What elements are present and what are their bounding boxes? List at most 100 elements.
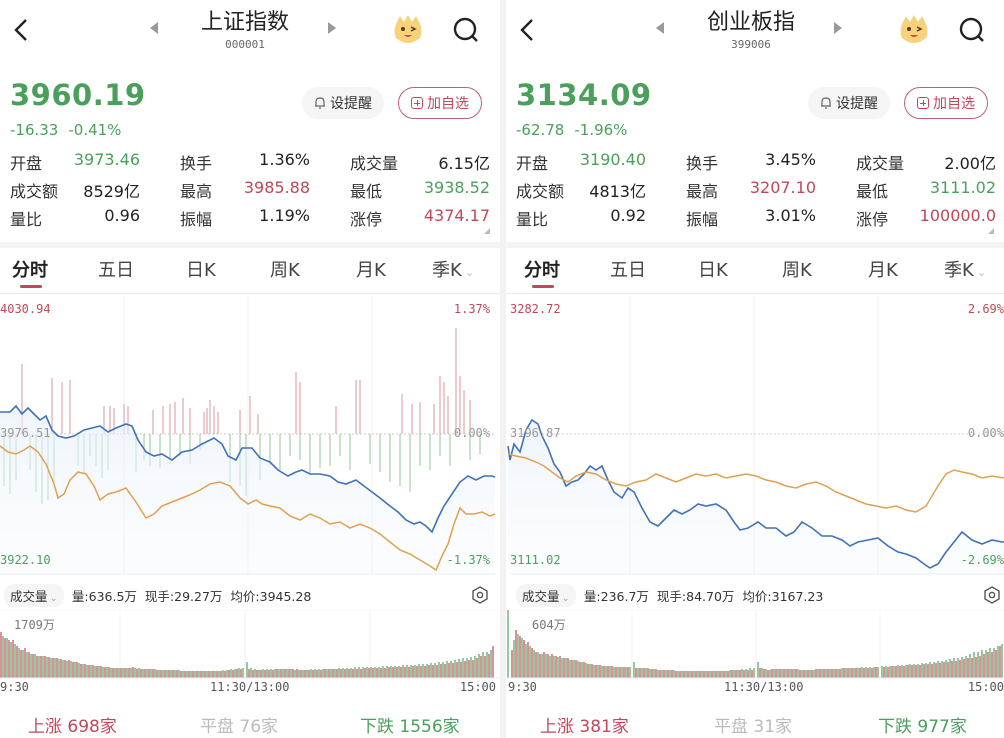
stat-volume: 6.15亿 xyxy=(438,154,490,173)
stat-label-amount: 成交额 xyxy=(10,182,59,201)
plus-box-icon xyxy=(411,97,423,109)
settings-gear-icon[interactable] xyxy=(470,585,490,605)
chart-top-price: 3282.72 xyxy=(510,302,561,316)
stat-open: 3973.46 xyxy=(73,150,140,169)
mascot-avatar-icon[interactable] xyxy=(392,14,424,44)
tab-weekly-k[interactable]: 周K xyxy=(270,260,300,281)
intraday-chart[interactable]: 3282.72 2.69% 3196.87 0.00% 3111.02 -2.6… xyxy=(506,296,1004,578)
period-tabs: 分时 五日 日K 周K 月K 季K ⌄ xyxy=(506,256,1004,292)
chart-bottom-pct: -2.69% xyxy=(960,553,1004,567)
intraday-chart-svg xyxy=(507,296,1004,575)
intraday-chart[interactable]: 4030.94 1.37% 3976.51 0.00% 3922.10 -1.3… xyxy=(0,296,500,578)
stat-amplitude: 1.19% xyxy=(259,206,310,225)
decliners: 下跌 977家 xyxy=(878,717,967,737)
back-chevron-icon xyxy=(14,19,27,41)
back-button[interactable] xyxy=(10,16,34,44)
expand-corner-icon[interactable] xyxy=(484,228,490,234)
tab-daily-k[interactable]: 日K xyxy=(698,260,728,281)
index-title: 上证指数 xyxy=(200,10,289,35)
volume-toolbar: 成交量 ⌄ 量:236.7万 现手:84.70万 均价:3167.23 xyxy=(506,582,1004,608)
chevron-down-icon: ⌄ xyxy=(464,266,475,279)
time-end: 15:00 xyxy=(967,680,1004,694)
section-separator xyxy=(506,242,1004,248)
set-alert-button[interactable]: 设提醒 xyxy=(808,87,890,119)
chevron-down-icon: ⌄ xyxy=(561,592,570,604)
volume-indicator-select[interactable]: 成交量 ⌄ xyxy=(516,583,576,607)
stat-label-volume-ratio: 量比 xyxy=(10,210,43,229)
volume-chart[interactable]: 604万 xyxy=(506,609,1004,680)
time-start: 9:30 xyxy=(508,680,537,694)
volume-current: 现手:29.27万 xyxy=(144,588,223,604)
stat-amplitude: 3.01% xyxy=(765,206,816,225)
tabs-divider xyxy=(506,293,1004,294)
tab-intraday[interactable]: 分时 xyxy=(12,256,48,288)
add-favorite-button[interactable]: 加自选 xyxy=(904,87,988,119)
stat-volume-ratio: 0.92 xyxy=(610,206,646,225)
time-start: 9:30 xyxy=(0,680,29,694)
chart-top-pct: 1.37% xyxy=(453,302,490,316)
set-alert-button[interactable]: 设提醒 xyxy=(302,87,384,119)
chart-base-pct: 0.00% xyxy=(967,426,1004,440)
search-icon[interactable] xyxy=(958,16,986,44)
chevron-down-icon: ⌄ xyxy=(49,592,58,604)
stat-label-limit-up: 涨停 xyxy=(350,210,383,229)
stat-label-volume-ratio: 量比 xyxy=(516,210,549,229)
next-index-button[interactable] xyxy=(328,22,336,34)
search-icon[interactable] xyxy=(452,16,480,44)
volume-indicator-select[interactable]: 成交量 ⌄ xyxy=(4,583,64,607)
stat-label-open: 开盘 xyxy=(10,154,43,173)
top-bar: 创业板指 399006 xyxy=(506,0,1004,60)
tab-monthly-k[interactable]: 月K xyxy=(356,260,386,281)
stat-label-amount: 成交额 xyxy=(516,182,565,201)
index-code: 000001 xyxy=(225,38,265,51)
tab-weekly-k[interactable]: 周K xyxy=(782,260,812,281)
price-change: -62.78 -1.96% xyxy=(516,121,637,139)
stat-label-low: 最低 xyxy=(856,182,889,201)
stat-amount: 8529亿 xyxy=(83,182,140,201)
next-index-button[interactable] xyxy=(834,22,842,34)
tab-five-day[interactable]: 五日 xyxy=(98,260,134,281)
bell-icon xyxy=(821,97,831,109)
intraday-chart-svg xyxy=(0,296,496,575)
volume-chart-svg xyxy=(0,609,500,679)
set-alert-label: 设提醒 xyxy=(836,96,878,112)
chart-top-pct: 2.69% xyxy=(967,302,1004,316)
tabs-divider xyxy=(0,293,500,294)
unchanged: 平盘 31家 xyxy=(714,717,793,737)
stat-label-limit-up: 涨停 xyxy=(856,210,889,229)
tab-monthly-k[interactable]: 月K xyxy=(868,260,898,281)
active-tab-indicator xyxy=(532,285,554,288)
add-favorite-button[interactable]: 加自选 xyxy=(398,87,482,119)
back-chevron-icon xyxy=(520,19,533,41)
back-button[interactable] xyxy=(516,16,540,44)
stat-label-volume: 成交量 xyxy=(350,154,399,173)
stat-label-amplitude: 振幅 xyxy=(180,210,213,229)
mascot-avatar-icon[interactable] xyxy=(898,14,930,44)
volume-chart[interactable]: 1709万 xyxy=(0,609,500,680)
prev-index-button[interactable] xyxy=(656,22,664,34)
settings-gear-icon[interactable] xyxy=(982,585,1002,605)
stat-limit-up: 4374.17 xyxy=(423,206,490,225)
decliners: 下跌 1556家 xyxy=(360,717,460,737)
time-midday: 11:30/13:00 xyxy=(724,680,804,694)
stat-label-high: 最高 xyxy=(180,182,213,201)
change-percent: -0.41% xyxy=(68,121,122,139)
chart-base-price: 3196.87 xyxy=(510,426,561,440)
stats-grid: 开盘 3973.46 换手 1.36% 成交量 6.15亿 成交额 8529亿 最高 39… xyxy=(10,148,490,232)
expand-corner-icon[interactable] xyxy=(988,228,994,234)
tab-five-day[interactable]: 五日 xyxy=(610,260,646,281)
prev-index-button[interactable] xyxy=(150,22,158,34)
add-favorite-label: 加自选 xyxy=(933,96,975,112)
tab-quarterly-k[interactable]: 季K ⌄ xyxy=(432,260,475,281)
tab-quarterly-k[interactable]: 季K ⌄ xyxy=(944,260,987,281)
change-percent: -1.96% xyxy=(574,121,628,139)
chart-base-price: 3976.51 xyxy=(0,426,51,440)
tab-daily-k[interactable]: 日K xyxy=(186,260,216,281)
stat-amount: 4813亿 xyxy=(589,182,646,201)
volume-info: 量:636.5万 现手:29.27万 均价:3945.28 xyxy=(72,586,319,605)
chart-bottom-pct: -1.37% xyxy=(446,553,490,567)
stat-low: 3111.02 xyxy=(929,178,996,197)
chart-top-price: 4030.94 xyxy=(0,302,51,316)
tab-intraday[interactable]: 分时 xyxy=(524,256,560,288)
stat-label-high: 最高 xyxy=(686,182,719,201)
